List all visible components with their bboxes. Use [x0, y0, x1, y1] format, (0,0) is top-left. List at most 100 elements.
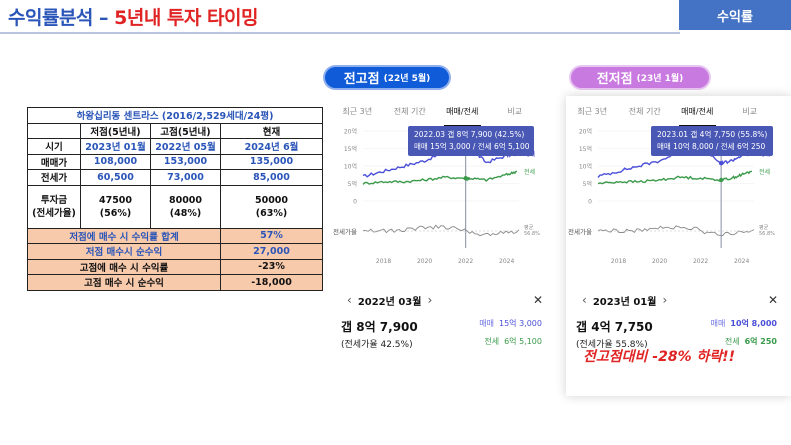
col-header-now: 현재: [219, 122, 324, 139]
date-navigator: ‹ 2023년 01월 › ✕: [576, 292, 778, 308]
rent-series-line: [597, 170, 753, 185]
x-tick-label: 2020: [417, 258, 432, 265]
cell: 135,000: [219, 153, 324, 170]
ratio-axis-label: 전세가율: [333, 227, 357, 236]
prev-month-button[interactable]: ‹: [582, 293, 587, 307]
row-label: 매매가: [27, 153, 81, 170]
y-tick-label: 5억: [348, 180, 357, 188]
prev-low-pill: 전저점 (23년 1월): [571, 67, 709, 88]
rent-ratio: (전세가율 42.5%): [341, 340, 413, 350]
row-label: 투자금 (전세가율): [27, 184, 81, 229]
tab-sale-rent[interactable]: 매매/전세: [436, 106, 489, 127]
close-icon[interactable]: ✕: [767, 293, 778, 307]
rent-key: 전세: [724, 337, 740, 346]
rent-ratio: (전세가율 55.8%): [576, 340, 648, 350]
rent-key: 전세: [484, 337, 500, 346]
decline-note: 전고점대비 -28% 하락!!: [583, 349, 735, 365]
tab-recent-3y[interactable]: 최근 3년: [577, 107, 608, 116]
cell: 2022년 05월: [150, 138, 221, 155]
cell: 60,500: [80, 169, 151, 186]
cell: 85,000: [219, 169, 324, 186]
prev-month-button[interactable]: ‹: [347, 293, 352, 307]
next-month-button[interactable]: ›: [427, 293, 433, 307]
ratio-series-line: [597, 225, 755, 236]
peak-pill-date: (22년 5월): [383, 74, 431, 84]
title-divider: [0, 32, 680, 34]
y-tick-label: 15억: [579, 145, 592, 153]
tab-recent-3y[interactable]: 최근 3년: [342, 107, 373, 116]
rent-price: 전세 6억 5,100: [484, 336, 542, 347]
tooltip-line-2: 매매 15억 3,000 / 전세 6억 5,100: [414, 142, 530, 151]
summary-value: -23%: [219, 258, 324, 275]
tab-sale-rent[interactable]: 매매/전세: [671, 106, 724, 127]
row-label: 시기: [27, 138, 81, 155]
gap-amount: 갭 8억 7,900: [341, 320, 418, 334]
rent-legend-label: 전세: [524, 168, 535, 176]
rent-value: 6억 5,100: [504, 337, 542, 346]
x-tick-label: 2024: [734, 258, 749, 265]
y-tick-label: 15억: [344, 145, 357, 153]
tooltip-line-1: 2022.03 갭 8억 7,900 (42.5%): [414, 130, 525, 139]
row-label: 전세가: [27, 169, 81, 186]
avg-label: 평균: [759, 224, 769, 231]
page-title-main: 수익률분석 –: [8, 7, 115, 29]
cell: 47500 (56%): [80, 184, 151, 229]
cell: 2023년 01월: [80, 138, 151, 155]
peak-pill-label: 전고점: [343, 72, 380, 87]
cell: 73,000: [150, 169, 221, 186]
x-tick-label: 2018: [376, 258, 391, 265]
sale-value: 15억 3,000: [499, 319, 542, 328]
x-tick-label: 2022: [693, 258, 708, 265]
section-tag: 수익률: [679, 0, 791, 30]
x-tick-label: 2022: [458, 258, 473, 265]
rent-value: 6억 250: [744, 337, 777, 346]
chart-tooltip: 2022.03 갭 8억 7,900 (42.5%) 매매 15억 3,000 …: [408, 126, 534, 156]
col-header-empty: [27, 122, 81, 139]
avg-label: 평균: [524, 224, 534, 231]
summary-label: 고점 매수 시 순수익: [27, 274, 221, 291]
summary-label: 저점에 매수 시 수익률 합계: [27, 227, 221, 244]
col-header-high: 고점(5년내): [150, 122, 221, 139]
y-tick-label: 0: [588, 199, 592, 206]
chart-tabs: 최근 3년 전체 기간 매매/전세 비교: [331, 106, 541, 127]
col-header-low: 저점(5년내): [80, 122, 151, 139]
cursor-rent-point: [463, 176, 468, 181]
summary-value: 57%: [219, 227, 324, 244]
rent-series-line: [362, 170, 518, 185]
y-tick-label: 10억: [579, 163, 592, 171]
sale-price: 매매 10억 8,000: [711, 318, 777, 329]
rent-legend-label: 전세: [759, 168, 770, 176]
y-tick-label: 10억: [344, 163, 357, 171]
x-tick-label: 2024: [499, 258, 514, 265]
date-navigator: ‹ 2022년 03월 › ✕: [341, 292, 543, 308]
avg-value: 56.8%: [524, 231, 540, 237]
y-tick-label: 20억: [579, 128, 592, 136]
tab-all-period[interactable]: 전체 기간: [393, 107, 426, 116]
prev-low-pill-label: 전저점: [596, 72, 633, 87]
cursor-sale-point: [718, 161, 724, 166]
cell: 108,000: [80, 153, 151, 170]
investment-table: 하왕십리동 센트라스 (2016/2,529세대/24평) 저점(5년내) 고점…: [26, 107, 324, 291]
x-tick-label: 2018: [611, 258, 626, 265]
table-title: 하왕십리동 센트라스 (2016/2,529세대/24평): [26, 107, 324, 124]
sale-key: 매매: [479, 319, 494, 328]
summary-value: 27,000: [219, 243, 324, 260]
y-tick-label: 5억: [583, 180, 592, 188]
page-title: 수익률분석 – 5년내 투자 타이밍: [8, 3, 258, 30]
chart-tabs: 최근 3년 전체 기간 매매/전세 비교: [566, 106, 776, 127]
x-tick-label: 2020: [652, 258, 667, 265]
tab-all-period[interactable]: 전체 기간: [628, 107, 661, 116]
next-month-button[interactable]: ›: [662, 293, 668, 307]
tooltip-line-2: 매매 10억 8,000 / 전세 6억 250: [657, 142, 766, 151]
cell: 50000 (63%): [219, 184, 324, 229]
close-icon[interactable]: ✕: [532, 293, 543, 307]
ratio-series-line: [363, 224, 520, 237]
peak-pill: 전고점 (22년 5월): [325, 67, 449, 88]
prev-low-pill-date: (23년 1월): [636, 74, 684, 84]
y-tick-label: 0: [353, 199, 357, 206]
tab-compare[interactable]: 비교: [507, 107, 523, 116]
cell: 2024년 6월: [219, 138, 324, 155]
tab-compare[interactable]: 비교: [742, 107, 758, 116]
